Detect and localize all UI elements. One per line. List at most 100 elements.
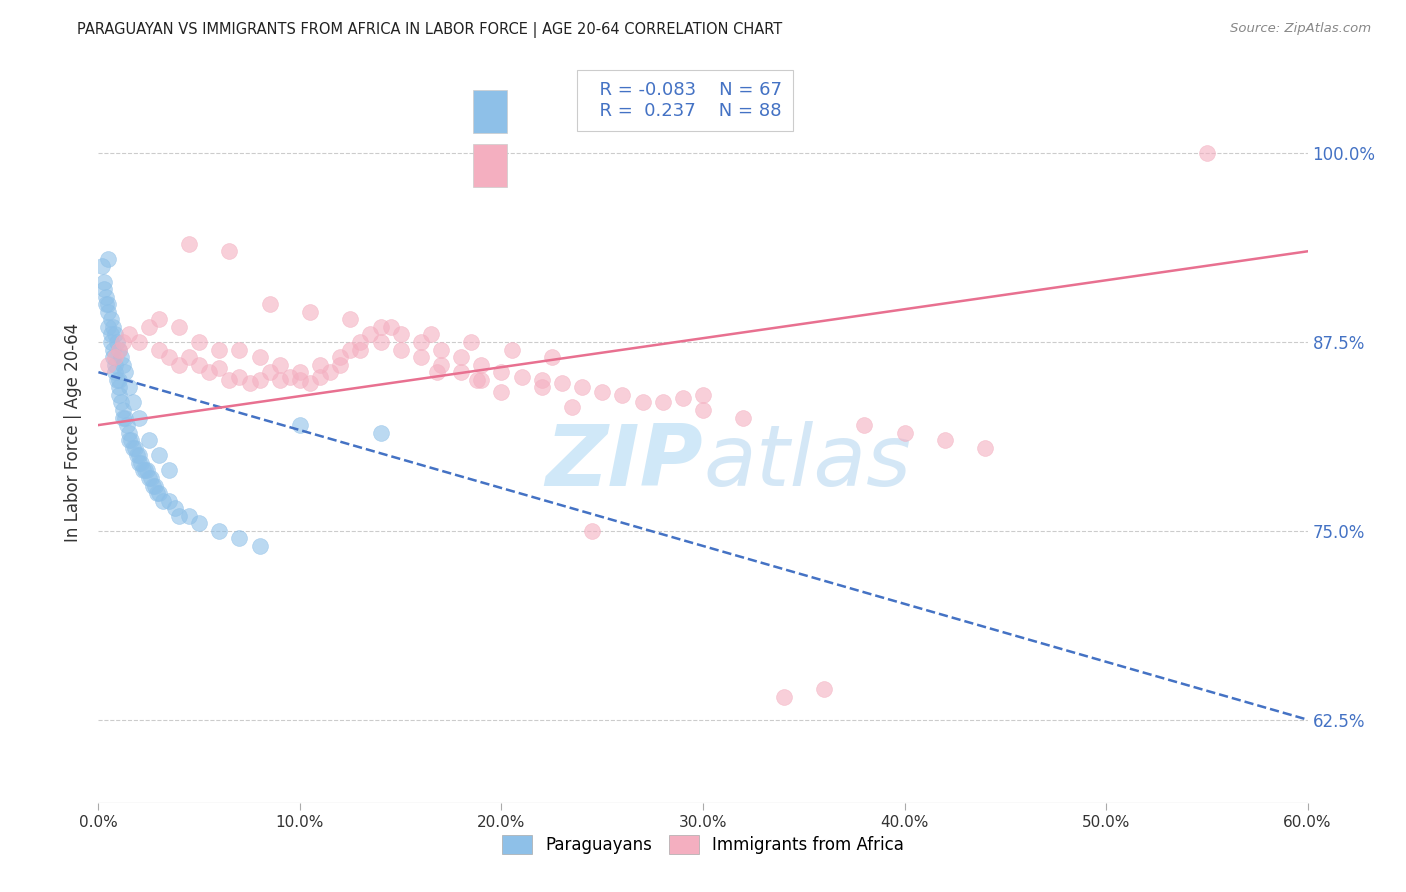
Point — [450, 365, 472, 379]
Point — [249, 373, 271, 387]
Point — [125, 448, 148, 462]
Point — [389, 327, 412, 342]
Point — [651, 395, 673, 409]
Point — [288, 365, 311, 379]
Text: Source: ZipAtlas.com: Source: ZipAtlas.com — [1230, 22, 1371, 36]
Point — [239, 376, 262, 390]
Point — [228, 369, 250, 384]
Point — [853, 418, 876, 433]
Point — [309, 369, 332, 384]
Point — [100, 334, 122, 349]
Point — [143, 478, 166, 492]
Bar — [474, 90, 508, 133]
Point — [146, 486, 169, 500]
Point — [105, 373, 128, 387]
Point — [426, 365, 449, 379]
Point — [309, 358, 332, 372]
Point — [218, 244, 240, 259]
Point — [491, 365, 513, 379]
Point — [420, 327, 443, 342]
Point — [167, 508, 190, 523]
Point — [380, 319, 402, 334]
Point — [249, 539, 271, 553]
Point — [672, 391, 695, 405]
Point — [100, 327, 122, 342]
Point — [530, 373, 553, 387]
Point — [128, 410, 150, 425]
Point — [409, 334, 432, 349]
Point — [111, 410, 134, 425]
Point — [349, 343, 371, 357]
Point — [581, 524, 603, 538]
Point — [103, 365, 125, 379]
Point — [501, 343, 523, 357]
Point — [129, 456, 152, 470]
Point — [101, 350, 124, 364]
Point — [188, 516, 211, 531]
Point — [540, 350, 562, 364]
Point — [163, 501, 186, 516]
Point — [179, 350, 201, 364]
Point — [107, 343, 129, 357]
Point — [530, 380, 553, 394]
Point — [893, 425, 915, 440]
Point — [111, 334, 134, 349]
Point — [105, 334, 128, 349]
Point — [430, 343, 453, 357]
Point — [101, 319, 124, 334]
Point — [110, 350, 132, 364]
Point — [551, 376, 574, 390]
Point — [128, 334, 150, 349]
Point — [370, 425, 392, 440]
Point — [103, 358, 125, 372]
Point — [218, 373, 240, 387]
Point — [135, 463, 157, 477]
Point — [128, 448, 150, 462]
Point — [148, 312, 170, 326]
Point — [124, 441, 146, 455]
Point — [115, 418, 138, 433]
Text: ZIP: ZIP — [546, 421, 703, 504]
Point — [249, 350, 271, 364]
Point — [319, 365, 342, 379]
Text: PARAGUAYAN VS IMMIGRANTS FROM AFRICA IN LABOR FORCE | AGE 20-64 CORRELATION CHAR: PARAGUAYAN VS IMMIGRANTS FROM AFRICA IN … — [77, 22, 783, 38]
Point — [470, 373, 492, 387]
Point — [114, 365, 136, 379]
Point — [288, 418, 311, 433]
Point — [470, 358, 492, 372]
Point — [288, 373, 311, 387]
Point — [188, 358, 211, 372]
Point — [259, 365, 281, 379]
Point — [329, 358, 352, 372]
Point — [208, 524, 231, 538]
Point — [121, 441, 143, 455]
Text: R = -0.083    N = 67
  R =  0.237    N = 88: R = -0.083 N = 67 R = 0.237 N = 88 — [588, 81, 782, 120]
Point — [139, 471, 162, 485]
Point — [329, 350, 352, 364]
Point — [339, 343, 361, 357]
Point — [208, 360, 231, 375]
Point — [157, 350, 180, 364]
Point — [179, 508, 201, 523]
Point — [349, 334, 371, 349]
Point — [97, 252, 120, 266]
Point — [93, 282, 115, 296]
Point — [118, 327, 141, 342]
Point — [148, 448, 170, 462]
Y-axis label: In Labor Force | Age 20-64: In Labor Force | Age 20-64 — [65, 323, 83, 542]
Point — [107, 343, 129, 357]
Point — [91, 260, 114, 274]
Point — [107, 380, 129, 394]
Point — [118, 433, 141, 447]
Point — [97, 358, 120, 372]
Point — [278, 369, 301, 384]
Point — [167, 358, 190, 372]
Point — [198, 365, 221, 379]
Point — [114, 410, 136, 425]
Point — [97, 319, 120, 334]
Point — [465, 373, 488, 387]
Point — [612, 388, 634, 402]
Point — [692, 388, 714, 402]
Point — [934, 433, 956, 447]
Point — [561, 400, 583, 414]
